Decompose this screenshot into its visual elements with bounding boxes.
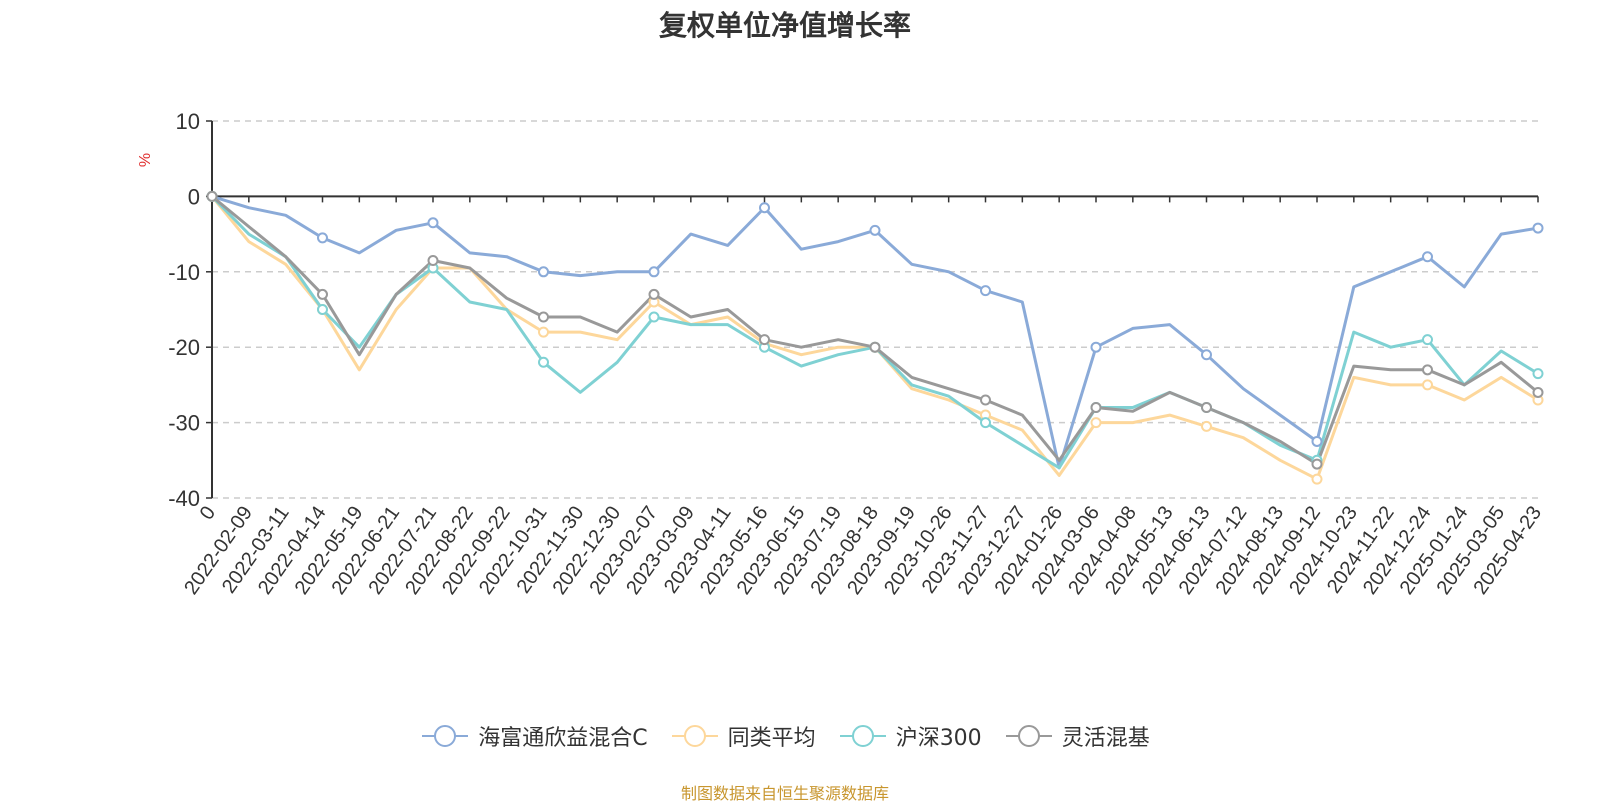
data-point (1311, 458, 1323, 470)
gridlines (212, 120, 1538, 499)
series-line-3 (211, 195, 1539, 466)
legend-swatch-icon (839, 725, 886, 747)
source-note: 制图数据来自恒生聚源数据库 (680, 784, 889, 803)
chart-title: 复权单位净值增长率 (658, 9, 911, 42)
y-axis-label: % (137, 153, 154, 167)
data-point (869, 224, 881, 236)
data-point (427, 217, 439, 229)
y-tick-label: -20 (168, 335, 200, 360)
legend-label: 灵活混基 (1061, 726, 1150, 751)
data-point (206, 190, 218, 202)
y-tick-label: 0 (188, 184, 200, 209)
data-point (648, 288, 660, 300)
data-point (759, 334, 770, 346)
data-point (1201, 349, 1212, 361)
data-point (1422, 364, 1433, 376)
data-point (317, 304, 328, 315)
data-point (1422, 334, 1433, 346)
data-point (1090, 341, 1102, 353)
y-tick-label: -10 (168, 260, 200, 285)
data-point (1422, 379, 1433, 391)
data-point (1311, 435, 1323, 447)
data-point (1532, 386, 1544, 398)
data-point (1311, 473, 1323, 485)
series-line-1 (210, 195, 1539, 481)
data-point (1090, 402, 1102, 414)
data-point (538, 311, 549, 323)
data-point (317, 288, 328, 300)
series-lines (210, 194, 1539, 481)
x-tick-label: 0 (196, 502, 220, 524)
data-point (1532, 222, 1544, 234)
data-point (869, 341, 881, 353)
data-point (648, 266, 660, 278)
data-point (980, 394, 991, 406)
data-point (1532, 368, 1544, 380)
axes: 100-10-20-30-4002022-02-092022-03-112022… (168, 109, 1546, 599)
data-point (538, 326, 549, 338)
data-point (980, 285, 991, 297)
legend-item-0[interactable]: 海富通欣益混合C (420, 720, 648, 752)
data-point (1422, 251, 1433, 263)
data-point (980, 417, 991, 429)
data-point (648, 311, 660, 323)
legend-label: 同类平均 (727, 726, 816, 751)
data-point (1201, 402, 1212, 414)
data-point (317, 232, 328, 244)
legend-label: 沪深300 (895, 726, 982, 751)
legend-label: 海富通欣益混合C (478, 726, 648, 751)
legend: 海富通欣益混合C 同类平均 沪深300 灵活混基 (0, 720, 1570, 752)
series-markers (206, 190, 1544, 485)
y-tick-label: -40 (168, 486, 200, 511)
data-point (759, 202, 770, 214)
y-tick-label: 10 (176, 109, 200, 134)
legend-swatch-icon (422, 725, 469, 747)
data-point (1090, 417, 1102, 429)
legend-item-3[interactable]: 灵活混基 (1004, 720, 1150, 752)
data-point (538, 266, 549, 278)
y-tick-label: -30 (168, 411, 200, 436)
legend-swatch-icon (1005, 725, 1052, 747)
data-point (1201, 420, 1212, 432)
series-line-0 (211, 194, 1539, 470)
legend-item-2[interactable]: 沪深300 (838, 720, 982, 752)
data-point (427, 254, 439, 266)
legend-item-1[interactable]: 同类平均 (670, 720, 816, 752)
data-point (538, 356, 549, 368)
legend-swatch-icon (671, 725, 718, 747)
series-line-2 (210, 195, 1539, 470)
